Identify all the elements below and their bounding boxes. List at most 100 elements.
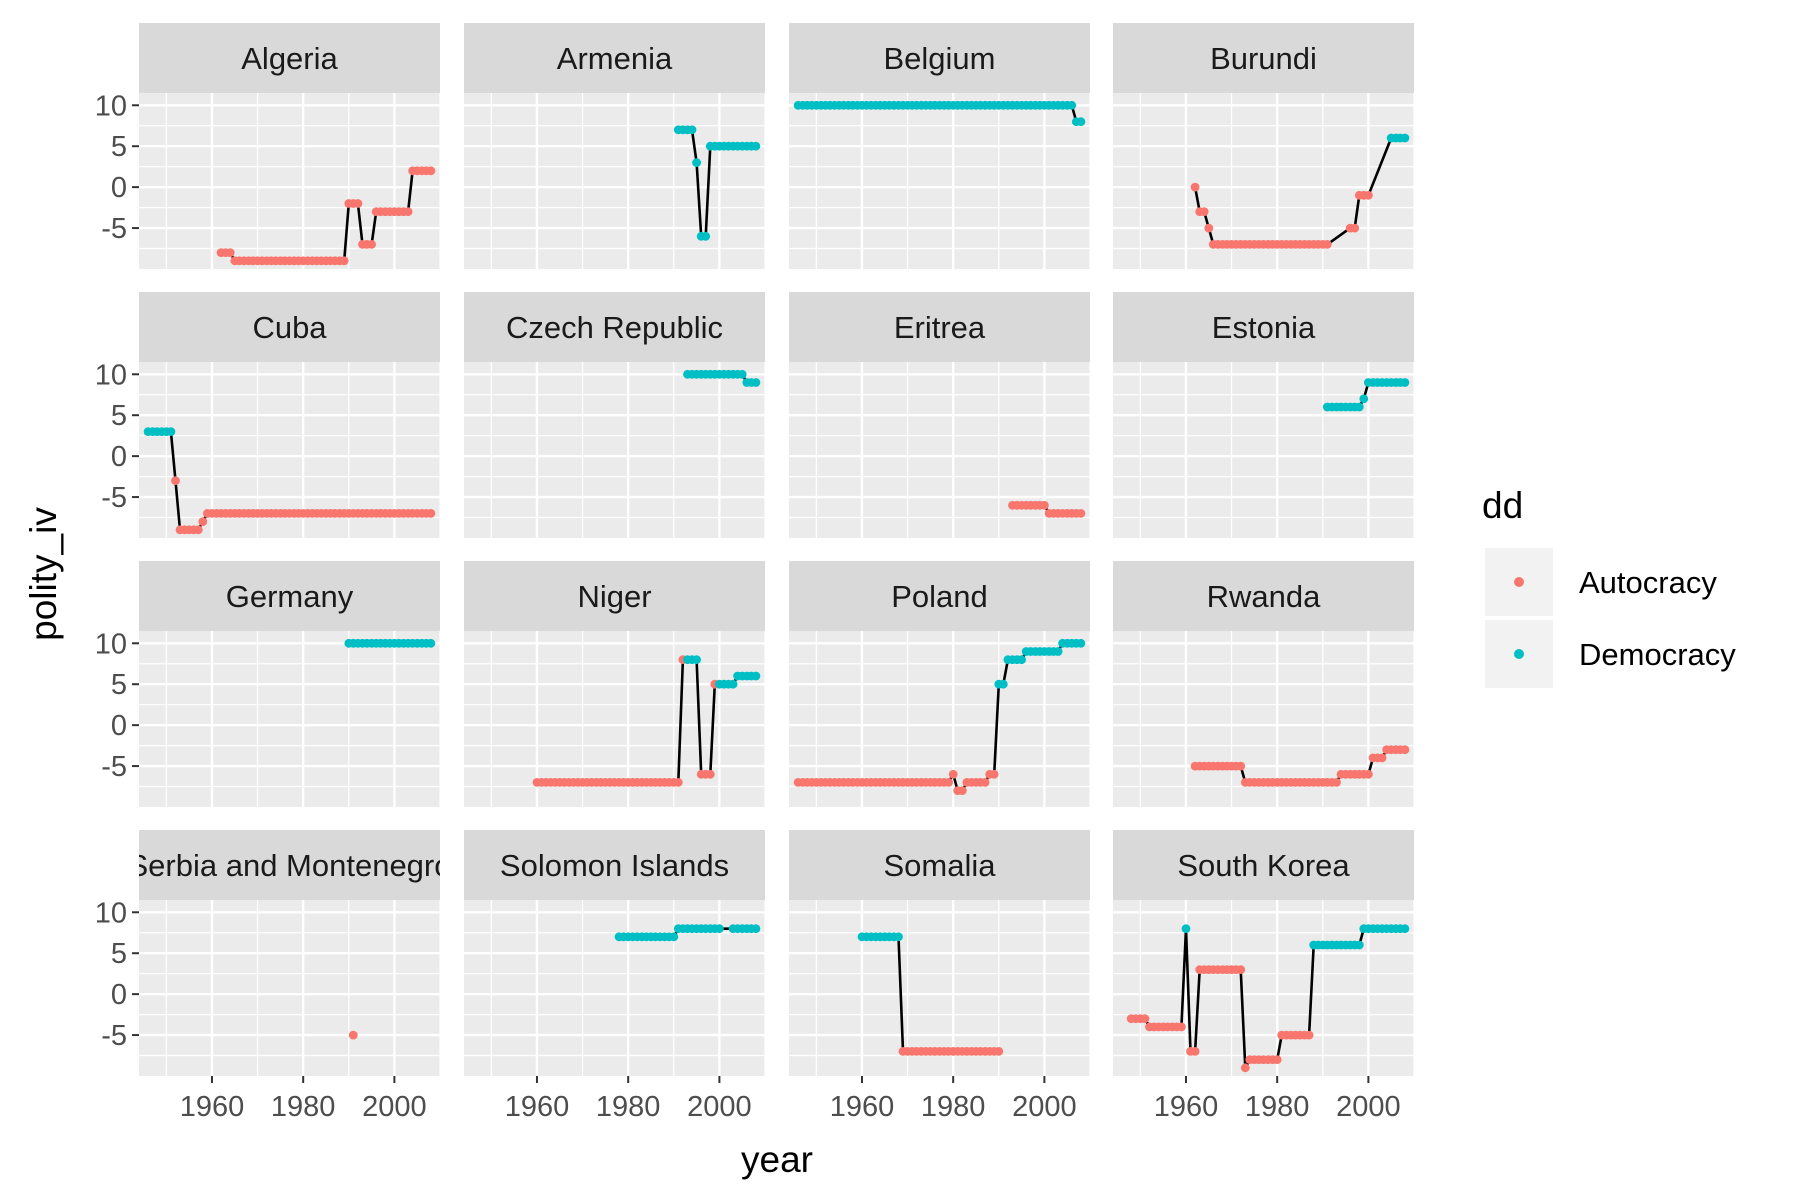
data-point-autocracy [403, 207, 413, 217]
facet-strip [789, 292, 1090, 362]
data-point-autocracy [980, 778, 990, 787]
facet-title: Rwanda [1207, 579, 1321, 614]
facet-strip [789, 830, 1090, 900]
data-point-autocracy [1177, 1022, 1186, 1032]
data-point-autocracy [705, 769, 715, 779]
data-point-democracy [1053, 647, 1063, 656]
data-point-autocracy [1272, 1055, 1282, 1064]
gridlines [789, 900, 1091, 1076]
x-tick-label: 2000 [362, 1091, 427, 1123]
panel-background [139, 93, 440, 269]
facet-panel-germany: Germany [139, 561, 441, 807]
legend-title: dd [1482, 485, 1523, 526]
data-point-democracy [692, 655, 701, 665]
facet-panel-czech-republic: Czech Republic [464, 292, 766, 538]
data-point-autocracy [426, 509, 436, 518]
data-point-autocracy [1040, 500, 1049, 510]
y-tick-label: 0 [111, 441, 127, 473]
y-tick-label: 5 [111, 938, 127, 970]
facet-title: Eritrea [894, 310, 986, 345]
x-tick-label: 1980 [921, 1091, 986, 1123]
y-tick-label: 10 [95, 359, 127, 391]
facet-title: South Korea [1177, 848, 1350, 883]
facet-title: Poland [891, 579, 988, 614]
x-tick-label: 1980 [1245, 1091, 1310, 1123]
facet-panel-niger: Niger [464, 561, 766, 807]
facet-strip [139, 561, 440, 631]
data-point-autocracy [367, 240, 376, 249]
legend-marker [1514, 577, 1524, 587]
data-point-autocracy [994, 1047, 1004, 1056]
legend-label-autocracy: Autocracy [1579, 565, 1717, 600]
x-tick-label: 1980 [271, 1091, 336, 1123]
data-point-democracy [1076, 117, 1086, 127]
panel-background [789, 93, 1090, 269]
data-point-autocracy [1400, 745, 1410, 755]
data-point-democracy [998, 679, 1008, 689]
data-point-autocracy [198, 517, 208, 526]
facet-strip [1113, 561, 1414, 631]
panel-background [1113, 93, 1414, 269]
data-point-autocracy [1377, 753, 1387, 763]
data-point-democracy [751, 378, 761, 387]
facet-panel-rwanda: Rwanda [1113, 561, 1415, 807]
facet-panel-burundi: Burundi [1113, 23, 1415, 269]
data-point-democracy [1359, 394, 1369, 404]
facet-strip [464, 830, 765, 900]
facet-strip [139, 830, 440, 900]
x-tick-label: 2000 [1012, 1091, 1077, 1123]
facet-panel-estonia: Estonia [1113, 292, 1415, 538]
facet-strip [139, 292, 440, 362]
data-point-autocracy [1364, 190, 1373, 200]
data-point-autocracy [957, 786, 967, 795]
x-tick-label: 1960 [1154, 1091, 1219, 1123]
data-point-autocracy [426, 166, 436, 176]
axes: 10 5 0 -5 10 5 0 -5 10 5 0 -5 10 5 0 -5 1960 1980 2000 1960… [95, 90, 1401, 1123]
y-axis-title: polity_iv [23, 507, 64, 641]
x-tick-label: 1960 [505, 1091, 570, 1123]
data-point-autocracy [1350, 223, 1360, 233]
data-point-autocracy [353, 199, 363, 208]
facet-strip [1113, 23, 1414, 93]
gridlines [789, 362, 1091, 538]
data-point-democracy [166, 427, 176, 436]
data-point-autocracy [673, 778, 683, 787]
panel-background [139, 362, 440, 538]
panel-background [139, 631, 440, 807]
facet-title: Estonia [1212, 310, 1316, 345]
facet-strip [1113, 292, 1414, 362]
facet-title: Somalia [884, 848, 997, 883]
data-point-democracy [701, 231, 711, 241]
data-point-democracy [1400, 133, 1410, 143]
y-tick-label: -5 [101, 482, 127, 514]
data-point-democracy [728, 679, 738, 689]
gridlines [1113, 362, 1415, 538]
facet-panel-armenia: Armenia [464, 23, 766, 269]
panel-background [464, 631, 765, 807]
facet-strip [1113, 830, 1414, 900]
gridlines [464, 362, 766, 538]
facet-panel-cuba: Cuba [139, 292, 441, 538]
y-tick-label: 5 [111, 131, 127, 163]
facet-title: Niger [577, 579, 651, 614]
data-point-autocracy [1199, 207, 1209, 217]
facet-title: Cuba [252, 310, 327, 345]
gridlines [464, 93, 766, 269]
legend-label-democracy: Democracy [1579, 637, 1736, 672]
x-axis-title: year [741, 1139, 813, 1180]
data-point-democracy [687, 125, 697, 135]
data-point-autocracy [1322, 240, 1332, 249]
gridlines [139, 631, 441, 807]
data-point-democracy [1076, 638, 1086, 648]
data-point-autocracy [1364, 769, 1373, 779]
data-point-democracy [751, 924, 761, 934]
panel-background [464, 362, 765, 538]
data-point-democracy [1017, 655, 1026, 665]
gridlines [139, 900, 441, 1076]
panel-background [789, 900, 1090, 1076]
y-tick-label: 5 [111, 669, 127, 701]
facet-panel-belgium: Belgium [789, 23, 1091, 269]
facet-panels: Algeria Armenia Belgium Burundi Cuba Czech Re… [139, 23, 1415, 1076]
facet-panel-somalia: Somalia [789, 830, 1091, 1076]
